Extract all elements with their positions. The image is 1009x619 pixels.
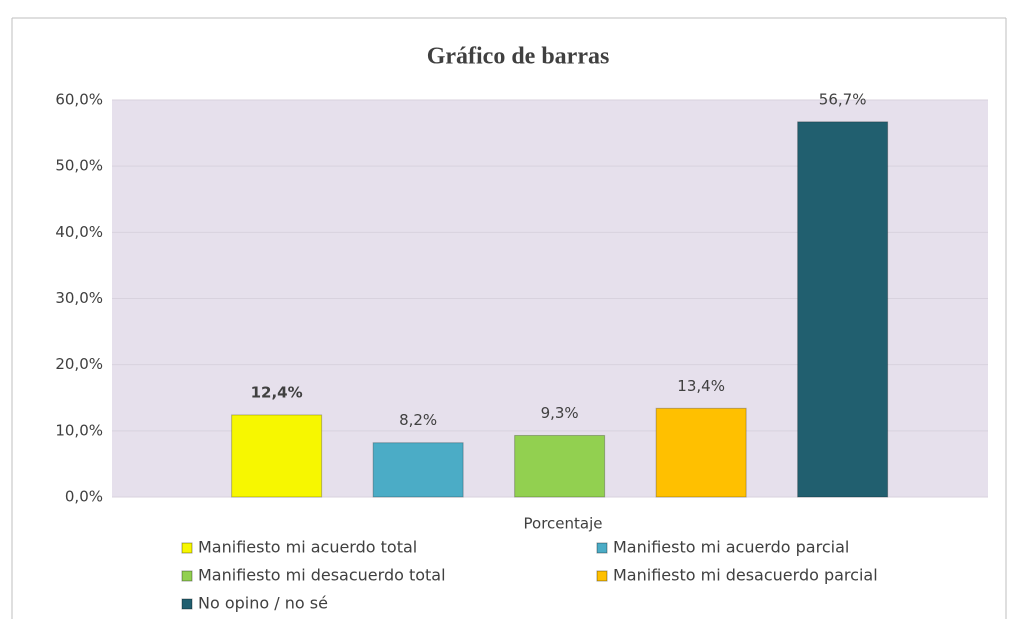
bar: [231, 414, 323, 498]
legend-marker: [181, 598, 193, 610]
legend-label: Manifiesto mi desacuerdo parcial: [613, 566, 878, 585]
y-tick-label: 60,0%: [55, 91, 103, 109]
data-label: 12,4%: [251, 383, 303, 401]
chart-title: Gráfico de barras: [427, 44, 610, 70]
legend-label: No opino / no sé: [198, 594, 328, 613]
bar: [514, 434, 606, 498]
x-axis-category: Porcentaje: [524, 515, 603, 533]
legend-label: Manifiesto mi desacuerdo total: [198, 566, 446, 585]
legend-marker: [596, 542, 608, 554]
data-label: 9,3%: [541, 404, 579, 422]
y-tick-label: 0,0%: [65, 488, 103, 506]
data-label: 8,2%: [399, 411, 437, 429]
legend-marker: [181, 542, 193, 554]
bar: [372, 442, 464, 498]
bar: [797, 121, 889, 498]
legend-marker: [181, 570, 193, 582]
legend-label: Manifiesto mi acuerdo parcial: [613, 538, 849, 557]
data-label: 13,4%: [677, 377, 725, 395]
y-tick-label: 50,0%: [55, 157, 103, 175]
data-label: 56,7%: [819, 90, 867, 108]
y-tick-label: 40,0%: [55, 223, 103, 241]
y-tick-label: 10,0%: [55, 421, 103, 439]
y-tick-label: 30,0%: [55, 289, 103, 307]
legend-label: Manifiesto mi acuerdo total: [198, 538, 417, 557]
bar: [655, 407, 747, 498]
legend-marker: [596, 570, 608, 582]
y-tick-label: 20,0%: [55, 355, 103, 373]
